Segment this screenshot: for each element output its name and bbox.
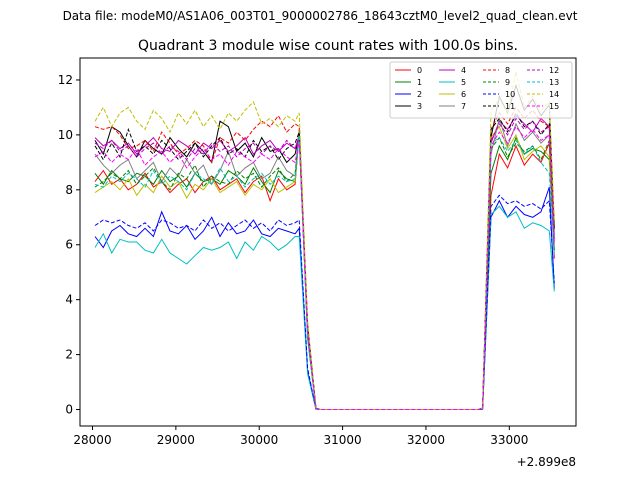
legend-box [389, 61, 573, 119]
axes-frame [79, 57, 577, 427]
legend-label-2: 2 [417, 90, 422, 99]
legend-label-9: 9 [505, 78, 510, 87]
series-line-3 [94, 83, 555, 410]
y-tick-label: 2 [65, 348, 73, 362]
legend-label-1: 1 [417, 78, 422, 87]
x-tick-label: 33000 [490, 433, 528, 447]
legend-label-12: 12 [549, 66, 559, 75]
x-tick-label: 29000 [157, 433, 195, 447]
series-line-7 [94, 116, 555, 410]
x-tick-label: 30000 [240, 433, 278, 447]
series-line-6 [94, 125, 555, 410]
y-tick-label: 4 [65, 293, 73, 307]
y-tick-label: 8 [65, 183, 73, 197]
x-axis: 28000 29000 30000 31000 32000 33000 [73, 426, 528, 447]
legend-label-5: 5 [461, 78, 466, 87]
legend-label-6: 6 [461, 90, 466, 99]
y-axis: 0 2 4 6 8 10 12 [58, 73, 80, 417]
legend-label-10: 10 [505, 90, 515, 99]
x-tick-label: 32000 [407, 433, 445, 447]
legend-label-15: 15 [549, 102, 559, 111]
legend-label-7: 7 [461, 102, 466, 111]
y-tick-label: 10 [58, 128, 73, 142]
legend-label-4: 4 [461, 66, 466, 75]
series-line-4 [94, 114, 555, 410]
legend-label-0: 0 [417, 66, 422, 75]
legend-label-3: 3 [417, 102, 422, 111]
series-line-13 [94, 134, 555, 410]
series-line-8 [94, 106, 555, 410]
suptitle: Data file: modeM0/AS1A06_003T01_90000027… [63, 9, 578, 23]
series-line-15 [94, 125, 555, 410]
legend-label-11: 11 [505, 102, 515, 111]
x-offset-text: +2.899e8 [517, 455, 576, 469]
chart-title: Quadrant 3 module wise count rates with … [138, 38, 518, 54]
legend-label-13: 13 [549, 78, 559, 87]
x-tick-label: 28000 [73, 433, 111, 447]
series-line-12 [94, 117, 555, 410]
legend-label-14: 14 [549, 90, 559, 99]
series-line-1 [94, 134, 555, 410]
series-line-11 [94, 111, 555, 410]
plot-lines [94, 71, 555, 410]
y-tick-label: 12 [58, 73, 73, 87]
series-line-14 [94, 71, 555, 410]
y-tick-label: 6 [65, 238, 73, 252]
y-tick-label: 0 [65, 403, 73, 417]
legend-label-8: 8 [505, 66, 510, 75]
x-tick-label: 31000 [323, 433, 361, 447]
